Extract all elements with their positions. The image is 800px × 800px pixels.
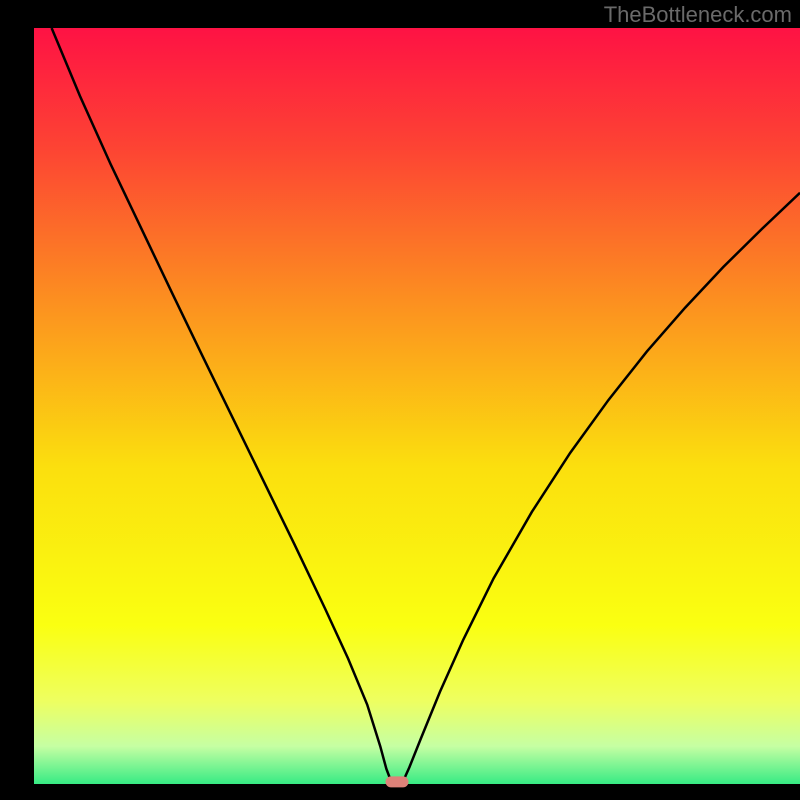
plot-area: [34, 28, 800, 784]
watermark-text: TheBottleneck.com: [604, 2, 792, 28]
bottleneck-curve: [34, 28, 800, 784]
optimum-marker: [386, 776, 409, 787]
bottleneck-curve-path: [52, 28, 800, 781]
chart-stage: TheBottleneck.com: [0, 0, 800, 800]
